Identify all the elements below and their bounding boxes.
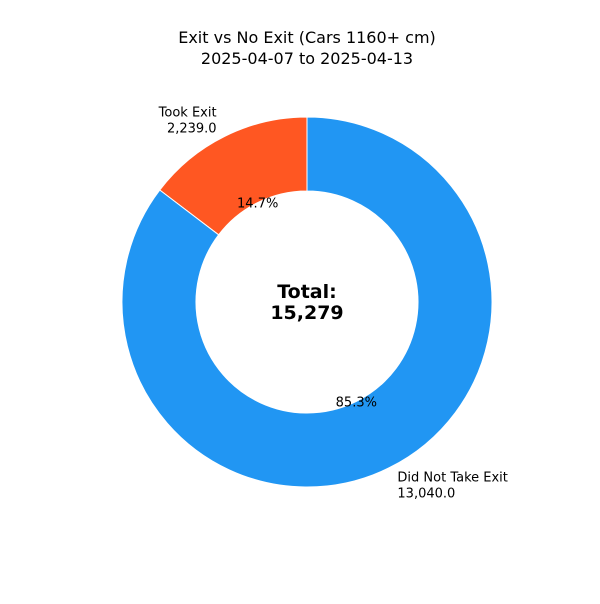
- center-total-value: 15,279: [270, 302, 343, 324]
- slice-name-did-not-take-exit: Did Not Take Exit: [397, 470, 507, 485]
- percent-label-took-exit: 14.7%: [237, 197, 278, 212]
- slice-value-did-not-take-exit: 13,040.0: [397, 486, 455, 501]
- slices-layer: [121, 116, 493, 488]
- center-total-label: Total:: [277, 281, 337, 303]
- labels-layer: 14.7% Took Exit 2,239.0 85.3% Did Not Take E…: [158, 106, 508, 502]
- slice-did-not-take-exit: [121, 116, 493, 488]
- slice-label-took-exit: Took Exit 2,239.0: [158, 106, 217, 137]
- chart-title-line1: Exit vs No Exit (Cars 1160+ cm): [178, 28, 436, 47]
- percent-label-did-not-take-exit: 85.3%: [336, 395, 377, 410]
- chart-title-line2: 2025-04-07 to 2025-04-13: [201, 49, 413, 68]
- slice-label-did-not-take-exit: Did Not Take Exit 13,040.0: [397, 470, 507, 501]
- slice-value-took-exit: 2,239.0: [167, 122, 217, 137]
- slice-name-took-exit: Took Exit: [158, 106, 217, 121]
